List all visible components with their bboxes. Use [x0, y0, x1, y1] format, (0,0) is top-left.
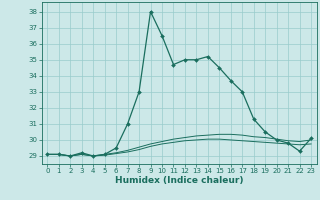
X-axis label: Humidex (Indice chaleur): Humidex (Indice chaleur) — [115, 176, 244, 185]
